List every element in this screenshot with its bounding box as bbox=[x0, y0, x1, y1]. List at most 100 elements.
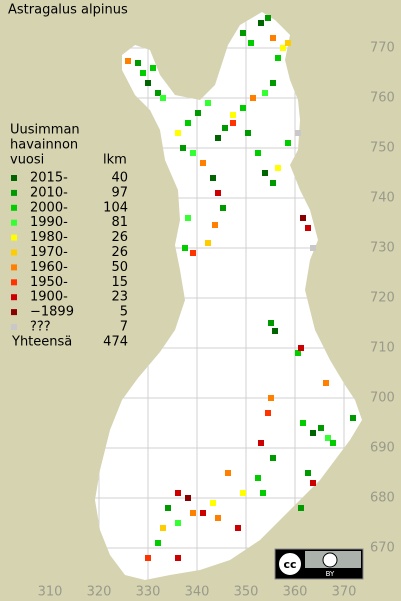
observation-square bbox=[250, 95, 256, 101]
legend-header: vuosi bbox=[10, 153, 44, 168]
total-label: Yhteensä bbox=[11, 334, 72, 349]
legend-label: ??? bbox=[30, 320, 51, 335]
observation-square bbox=[185, 120, 191, 126]
observation-square bbox=[240, 30, 246, 36]
cc-circle bbox=[277, 551, 303, 577]
observation-square bbox=[210, 500, 216, 506]
cc-text: cc bbox=[283, 558, 296, 571]
observation-square bbox=[275, 55, 281, 61]
observation-square bbox=[325, 435, 331, 441]
observation-square bbox=[180, 145, 186, 151]
legend-label: 1990- bbox=[30, 215, 68, 230]
y-label: 680 bbox=[370, 491, 395, 506]
observation-square bbox=[298, 505, 304, 511]
x-label: 320 bbox=[87, 585, 112, 600]
legend-label: 1980- bbox=[30, 230, 68, 245]
x-label: 360 bbox=[283, 585, 308, 600]
observation-square bbox=[258, 20, 264, 26]
observation-square bbox=[150, 65, 156, 71]
legend-label: 1970- bbox=[30, 245, 68, 260]
observation-square bbox=[330, 440, 336, 446]
observation-square bbox=[295, 130, 301, 136]
title: Astragalus alpinus bbox=[8, 3, 128, 18]
observation-square bbox=[155, 90, 161, 96]
y-label: 720 bbox=[370, 291, 395, 306]
legend-label: 2015- bbox=[30, 171, 68, 186]
by-text: BY bbox=[326, 570, 335, 578]
license-badge: cc BY bbox=[274, 548, 364, 580]
legend-count: 104 bbox=[103, 200, 128, 215]
observation-square bbox=[155, 540, 161, 546]
observation-square bbox=[270, 35, 276, 41]
legend-label: 2000- bbox=[30, 200, 68, 215]
x-label: 340 bbox=[185, 585, 210, 600]
legend-count: 40 bbox=[111, 171, 128, 186]
observation-square bbox=[270, 80, 276, 86]
observation-square bbox=[200, 510, 206, 516]
legend-swatch bbox=[11, 264, 17, 271]
observation-square bbox=[135, 60, 141, 66]
legend-swatch bbox=[11, 294, 17, 301]
legend-count: 7 bbox=[120, 320, 128, 335]
observation-square bbox=[255, 475, 261, 481]
observation-square bbox=[205, 100, 211, 106]
y-label: 750 bbox=[370, 141, 395, 156]
legend-label: −1899 bbox=[30, 305, 74, 320]
x-label: 350 bbox=[234, 585, 259, 600]
observation-square bbox=[248, 40, 254, 46]
legend-swatch bbox=[11, 279, 17, 286]
observation-square bbox=[268, 395, 274, 401]
legend-swatch bbox=[11, 234, 17, 241]
observation-square bbox=[280, 45, 286, 51]
observation-square bbox=[255, 150, 261, 156]
x-label: 370 bbox=[332, 585, 357, 600]
legend-count-header: lkm bbox=[103, 153, 127, 168]
observation-square bbox=[318, 425, 324, 431]
observation-square bbox=[268, 320, 274, 326]
observation-square bbox=[165, 505, 171, 511]
observation-square bbox=[310, 245, 316, 251]
legend-count: 15 bbox=[111, 275, 128, 290]
observation-square bbox=[300, 215, 306, 221]
observation-square bbox=[235, 525, 241, 531]
observation-square bbox=[300, 420, 306, 426]
observation-square bbox=[260, 490, 266, 496]
observation-square bbox=[240, 105, 246, 111]
y-label: 730 bbox=[370, 241, 395, 256]
observation-square bbox=[175, 130, 181, 136]
legend-swatch bbox=[11, 309, 17, 316]
total-count: 474 bbox=[103, 334, 128, 349]
y-label: 770 bbox=[370, 41, 395, 56]
legend-label: 1950- bbox=[30, 275, 68, 290]
observation-square bbox=[175, 520, 181, 526]
observation-square bbox=[310, 480, 316, 486]
observation-square bbox=[310, 430, 316, 436]
legend-label: 2010- bbox=[30, 185, 68, 200]
observation-square bbox=[175, 490, 181, 496]
x-label: 310 bbox=[38, 585, 63, 600]
observation-square bbox=[265, 15, 271, 21]
y-label: 700 bbox=[370, 391, 395, 406]
legend-swatch bbox=[11, 249, 17, 256]
y-label: 690 bbox=[370, 441, 395, 456]
observation-square bbox=[182, 245, 188, 251]
legend-count: 50 bbox=[111, 260, 128, 275]
observation-square bbox=[240, 490, 246, 496]
observation-square bbox=[265, 410, 271, 416]
legend-swatch bbox=[11, 324, 17, 330]
observation-square bbox=[145, 80, 151, 86]
observation-square bbox=[215, 515, 221, 521]
observation-square bbox=[185, 495, 191, 501]
legend-swatch bbox=[11, 175, 17, 181]
observation-square bbox=[350, 415, 356, 421]
observation-square bbox=[305, 225, 311, 231]
observation-square bbox=[230, 112, 236, 118]
observation-square bbox=[270, 180, 276, 186]
legend-swatch bbox=[11, 189, 17, 196]
observation-square bbox=[220, 205, 226, 211]
observation-square bbox=[270, 455, 276, 461]
observation-square bbox=[160, 95, 166, 101]
legend-swatch bbox=[11, 219, 17, 226]
observation-square bbox=[200, 160, 206, 166]
observation-square bbox=[262, 170, 268, 176]
